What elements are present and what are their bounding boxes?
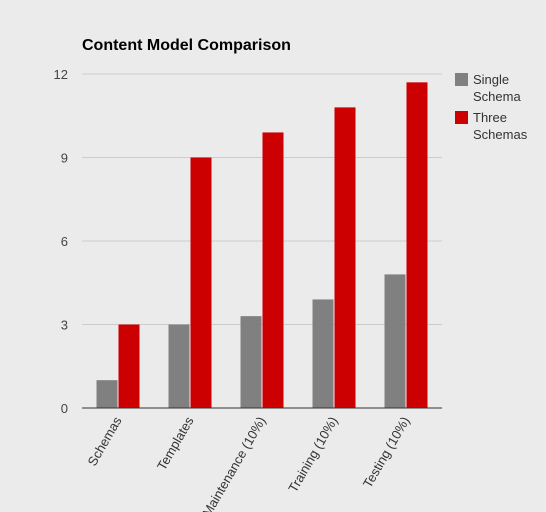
x-tick-label: Schemas: [85, 414, 125, 469]
x-tick-label: Training (10%): [285, 414, 340, 495]
y-tick-label: 9: [61, 151, 68, 166]
y-tick-label: 0: [61, 401, 68, 416]
bar-single-schema-1: [168, 324, 190, 408]
legend-label: Three: [473, 110, 507, 125]
bar-three-schemas-4: [406, 82, 428, 408]
bar-three-schemas-3: [334, 107, 356, 409]
legend-swatch-single-schema: [455, 73, 468, 86]
y-tick-label: 6: [61, 234, 68, 249]
bar-three-schemas-0: [118, 324, 140, 408]
bar-three-schemas-2: [262, 132, 284, 408]
legend-label: Schemas: [473, 127, 528, 142]
y-axis-ticks: 0 3 6 9 12: [54, 67, 68, 416]
x-tick-label: Templates: [154, 414, 197, 473]
legend: Single Schema Three Schemas: [455, 72, 528, 142]
bar-three-schemas-1: [190, 157, 212, 408]
y-tick-label: 12: [54, 67, 68, 82]
x-axis-labels: Schemas Templates Maintenance (10%) Trainin…: [85, 414, 413, 512]
chart-title: Content Model Comparison: [82, 37, 291, 54]
bar-single-schema-2: [240, 316, 262, 408]
bar-single-schema-3: [312, 299, 334, 408]
legend-swatch-three-schemas: [455, 111, 468, 124]
bars: [96, 82, 428, 409]
y-tick-label: 3: [61, 318, 68, 333]
bar-single-schema-4: [384, 274, 406, 408]
legend-label: Schema: [473, 89, 521, 104]
bar-single-schema-0: [96, 380, 118, 408]
x-tick-label: Maintenance (10%): [199, 414, 268, 512]
x-tick-label: Testing (10%): [360, 414, 413, 490]
gridlines: [82, 73, 442, 325]
legend-label: Single: [473, 72, 509, 87]
